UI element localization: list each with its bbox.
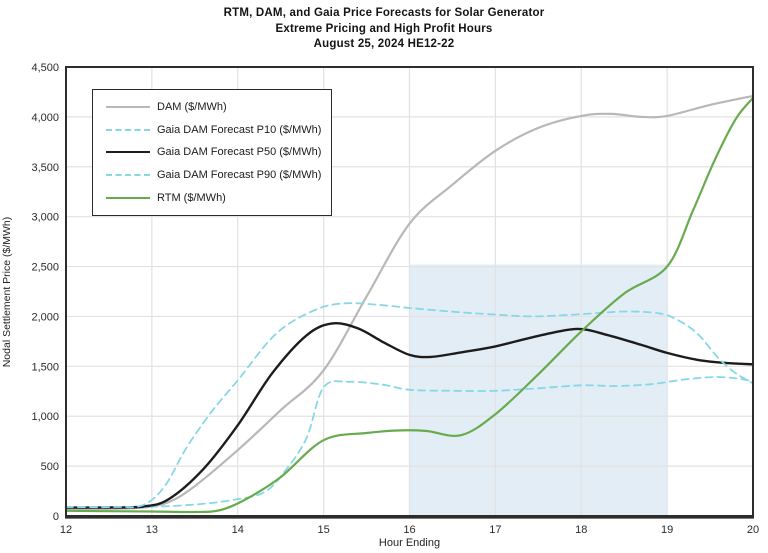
legend-swatch-dashed-line-icon [106, 128, 150, 131]
series-line-gaia-dam-forecast-p50-mwh [64, 321, 755, 509]
legend-label: Gaia DAM Forecast P50 ($/MWh) [157, 146, 322, 159]
x-tick-label-15: 15 [318, 524, 330, 536]
legend-item-5: RTM ($/MWh) [106, 186, 319, 209]
y-tick-label-1500: 1,500 [31, 361, 59, 373]
y-tick-label-1000: 1,000 [31, 411, 59, 423]
x-axis-title: Hour Ending [378, 537, 441, 549]
legend: DAM ($/MWh) Gaia DAM Forecast P10 ($/MWh)… [92, 89, 332, 216]
legend-label: Gaia DAM Forecast P90 ($/MWh) [157, 169, 322, 182]
y-tick-label-3500: 3,500 [31, 162, 59, 174]
highlight-band-he16-19 [409, 264, 668, 516]
chart-title-line-3: August 25, 2024 HE12-22 [313, 38, 455, 50]
y-tick-label-4500: 4,500 [31, 62, 59, 74]
legend-label: Gaia DAM Forecast P10 ($/MWh) [157, 123, 322, 136]
legend-label: RTM ($/MWh) [157, 191, 226, 204]
legend-swatch-solid-line-icon [106, 106, 150, 109]
x-tick-label-20: 20 [747, 524, 759, 536]
legend-item-3: Gaia DAM Forecast P50 ($/MWh) [106, 141, 322, 164]
y-tick-label-500: 500 [41, 461, 59, 473]
chart-title-line-2: Extreme Pricing and High Profit Hours [275, 22, 493, 35]
y-tick-label-2500: 2,500 [31, 262, 59, 274]
legend-item-1: DAM ($/MWh) [106, 96, 319, 119]
x-tick-label-17: 17 [489, 524, 501, 536]
legend-swatch-solid-line-icon [106, 196, 150, 199]
series-line-gaia-dam-forecast-p10-mwh [65, 376, 754, 509]
legend-item-2: Gaia DAM Forecast P10 ($/MWh) [106, 119, 322, 142]
y-tick-label-4000: 4,000 [31, 112, 59, 124]
y-tick-label-2000: 2,000 [31, 311, 59, 323]
legend-swatch-dashed-line-icon [106, 174, 150, 177]
y-tick-label-3000: 3,000 [31, 212, 59, 224]
x-tick-label-12: 12 [60, 524, 72, 536]
x-tick-label-19: 19 [661, 524, 673, 536]
legend-label: DAM ($/MWh) [157, 101, 227, 114]
chart-title-line-1: RTM, DAM, and Gaia Price Forecasts for S… [223, 7, 545, 19]
y-axis-title: Nodal Settlement Price ($/MWh) [1, 216, 13, 368]
x-tick-label-18: 18 [575, 524, 587, 536]
series-line-dam-mwh [64, 94, 755, 511]
x-tick-label-16: 16 [403, 524, 415, 536]
legend-item-4: Gaia DAM Forecast P90 ($/MWh) [106, 164, 322, 187]
x-tick-label-14: 14 [232, 524, 244, 536]
x-tick-label-13: 13 [146, 524, 158, 536]
series-line-rtm-mwh [64, 96, 755, 514]
series-line-gaia-dam-forecast-p90-mwh [65, 302, 754, 509]
chart-title: RTM, DAM, and Gaia Price Forecasts for S… [0, 6, 768, 53]
y-tick-label-0: 0 [53, 511, 59, 523]
legend-swatch-solid-line-icon [106, 151, 150, 154]
